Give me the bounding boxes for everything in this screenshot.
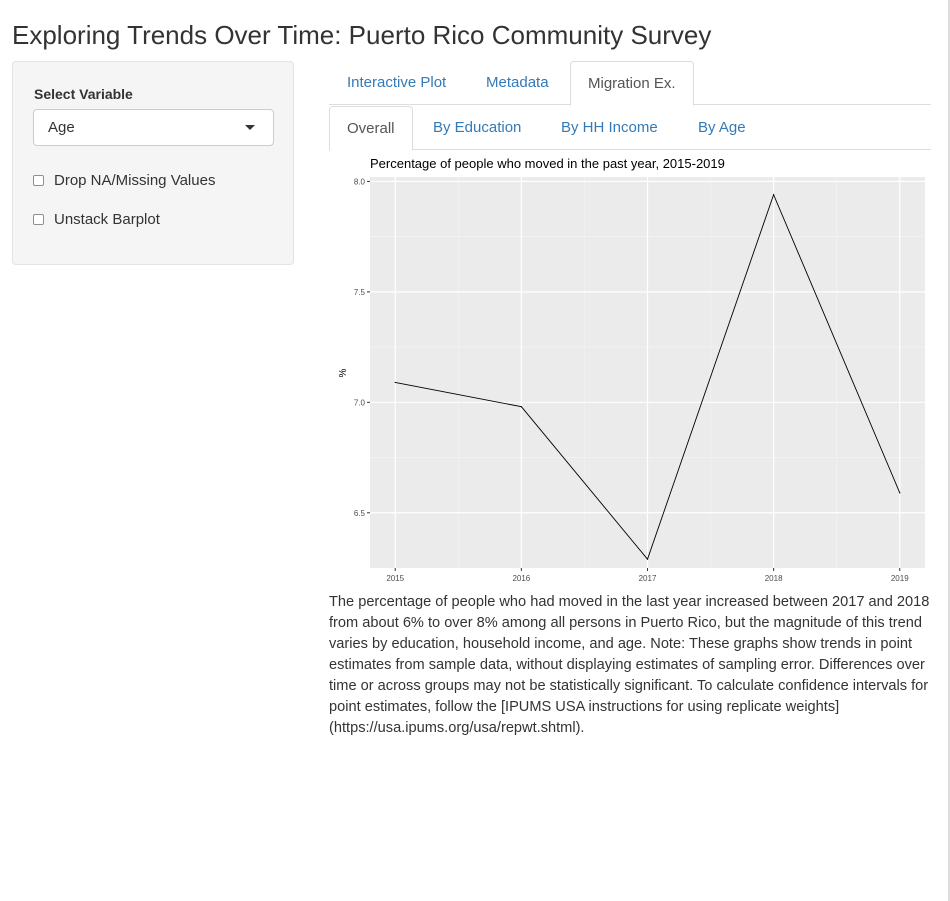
- unstack-barplot-checkbox[interactable]: [33, 214, 44, 225]
- tab-by-age[interactable]: By Age: [698, 119, 746, 136]
- chart-y-axis-label: %: [338, 368, 349, 377]
- main-tabs: Interactive Plot Metadata Migration Ex.: [329, 61, 931, 106]
- chart-panel: 6.5 7.0 7.5 8.0 2015 2016 2017 2018 2019: [354, 177, 925, 583]
- unstack-barplot-label: Unstack Barplot: [54, 211, 160, 228]
- chart-data-point: [899, 492, 901, 494]
- chart-x-tick-label: 2018: [765, 574, 783, 583]
- chart-x-tick-label: 2019: [891, 574, 909, 583]
- sidebar-panel: Select Variable Age Drop NA/Missing Valu…: [12, 61, 294, 265]
- chart-data-point: [646, 558, 649, 560]
- tab-migration-ex[interactable]: Migration Ex.: [570, 61, 694, 106]
- chart-x-tick-label: 2017: [639, 574, 657, 583]
- select-variable-label: Select Variable: [34, 86, 133, 102]
- chart-title: Percentage of people who moved in the pa…: [370, 156, 725, 171]
- sub-tabs: Overall By Education By HH Income By Age: [329, 106, 931, 151]
- tab-by-hh-income[interactable]: By HH Income: [561, 119, 658, 136]
- drop-na-checkbox[interactable]: [33, 175, 44, 186]
- chart-x-tick-label: 2016: [512, 574, 530, 583]
- tab-overall[interactable]: Overall: [329, 106, 413, 151]
- migration-line-chart: Percentage of people who moved in the pa…: [338, 156, 925, 583]
- chart-marks: [394, 193, 901, 561]
- window-edge: [948, 0, 950, 901]
- chart-data-point: [394, 381, 396, 384]
- variable-select[interactable]: Age: [33, 109, 274, 146]
- tab-interactive-plot[interactable]: Interactive Plot: [347, 74, 447, 91]
- chart-y-tick-label: 7.0: [354, 398, 366, 407]
- page-title: Exploring Trends Over Time: Puerto Rico …: [12, 20, 712, 50]
- drop-na-option[interactable]: Drop NA/Missing Values: [33, 172, 215, 189]
- tab-metadata[interactable]: Metadata: [486, 74, 549, 91]
- variable-select-value: Age: [48, 119, 75, 136]
- drop-na-label: Drop NA/Missing Values: [54, 172, 216, 189]
- unstack-barplot-option[interactable]: Unstack Barplot: [33, 211, 160, 228]
- caret-down-icon: [245, 125, 255, 130]
- chart-x-tick-label: 2015: [386, 574, 404, 583]
- chart-data-point: [773, 194, 775, 196]
- chart-description: The percentage of people who had moved i…: [329, 594, 930, 736]
- chart-data-point: [520, 406, 522, 408]
- chart-y-tick-label: 6.5: [354, 509, 366, 518]
- tab-by-education[interactable]: By Education: [433, 119, 522, 136]
- chart-y-tick-label: 8.0: [354, 177, 366, 186]
- chart-y-tick-label: 7.5: [354, 288, 366, 297]
